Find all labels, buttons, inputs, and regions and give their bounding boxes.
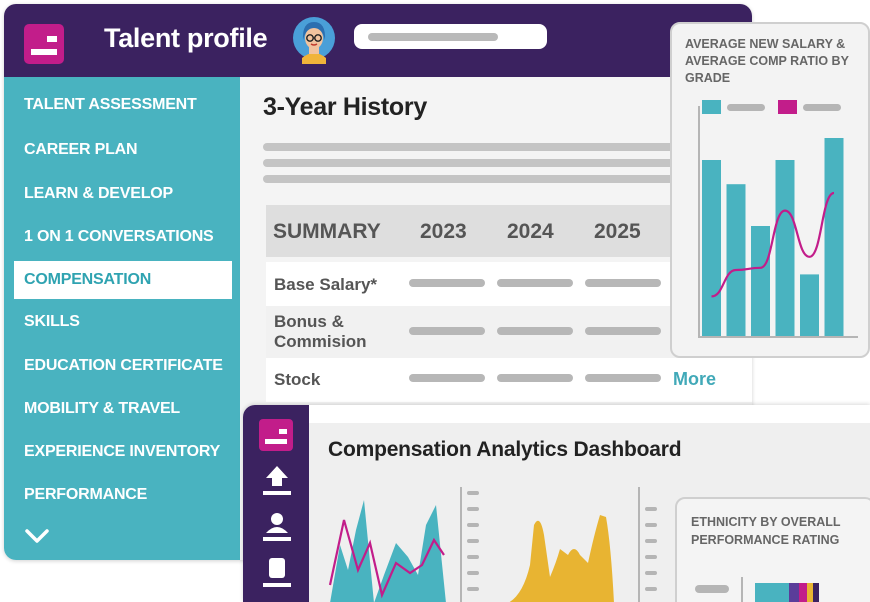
- text-placeholder-line: [263, 175, 675, 183]
- summary-header-label: SUMMARY: [273, 220, 381, 243]
- year-column-header: 2025: [594, 220, 641, 243]
- bar-4: [775, 160, 795, 336]
- sidebar-nav: [4, 77, 240, 560]
- value-placeholder: [585, 327, 661, 335]
- table-row: Stock: [266, 358, 752, 402]
- value-placeholder: [497, 327, 573, 335]
- x-axis-line: [698, 336, 858, 338]
- teal-area-chart: [328, 500, 446, 602]
- ethnicity-stacked-bar: [695, 577, 819, 602]
- chevron-down-icon[interactable]: [24, 527, 50, 545]
- analytics-dashboard-window: Compensation Analytics Dashboard ETHNICI…: [243, 405, 870, 602]
- search-placeholder-bar: [368, 33, 498, 41]
- ethnicity-panel: ETHNICITY BY OVERALL PERFORMANCE RATING: [675, 497, 870, 602]
- grade-chart: [698, 100, 858, 338]
- sidebar-item-1-on-1-conversations[interactable]: 1 ON 1 CONVERSATIONS: [24, 228, 214, 245]
- user-avatar-icon[interactable]: [292, 12, 336, 64]
- bar-1: [702, 160, 721, 336]
- sidebar-item-talent-assessment[interactable]: TALENT ASSESSMENT: [24, 96, 197, 113]
- sidebar-item-mobility-travel[interactable]: MOBILITY & TRAVEL: [24, 400, 181, 417]
- sidebar-item-skills[interactable]: SKILLS: [24, 313, 80, 330]
- sidebar-item-performance[interactable]: PERFORMANCE: [24, 486, 148, 503]
- dashboard-logo-icon[interactable]: [259, 419, 293, 451]
- text-placeholder-line: [263, 159, 675, 167]
- bar-5: [800, 274, 819, 336]
- row-label: Bonus & Commision: [274, 312, 367, 351]
- bar-6: [824, 138, 844, 336]
- scale-ticks: [460, 487, 479, 602]
- sidebar-item-experience-inventory[interactable]: EXPERIENCE INVENTORY: [24, 443, 221, 460]
- value-placeholder: [585, 374, 661, 382]
- y-axis-line: [698, 106, 700, 336]
- legend-swatch-line: [778, 100, 797, 114]
- value-placeholder: [409, 279, 485, 287]
- dashboard-area-charts: [328, 487, 657, 602]
- page-title: Talent profile: [104, 23, 268, 53]
- year-column-header: 2024: [507, 220, 554, 243]
- sidebar-item-compensation[interactable]: COMPENSATION: [14, 261, 232, 299]
- search-input[interactable]: [354, 24, 547, 49]
- bar-2: [726, 184, 746, 336]
- chart-title: AVERAGE NEW SALARY & AVERAGE COMP RATIO …: [685, 37, 849, 85]
- grade-chart-panel: AVERAGE NEW SALARY & AVERAGE COMP RATIO …: [670, 22, 870, 358]
- bar-3: [751, 226, 770, 336]
- history-title: 3-Year History: [263, 93, 427, 121]
- document-icon[interactable]: [260, 555, 294, 589]
- app-logo-icon[interactable]: [24, 24, 64, 64]
- value-placeholder: [409, 374, 485, 382]
- row-label: Base Salary*: [274, 275, 378, 294]
- more-link[interactable]: More: [673, 369, 717, 389]
- panel-title: ETHNICITY BY OVERALL PERFORMANCE RATING: [691, 515, 841, 547]
- value-placeholder: [585, 279, 661, 287]
- text-placeholder-line: [263, 143, 675, 151]
- legend-label-placeholder: [727, 104, 765, 111]
- scale-ticks: [638, 487, 657, 602]
- dashboard-nav: [243, 405, 309, 602]
- gold-area-chart: [509, 515, 614, 602]
- person-icon[interactable]: [260, 509, 294, 543]
- sidebar-item-career-plan[interactable]: CAREER PLAN: [24, 141, 138, 158]
- sidebar-item-learn-develop[interactable]: LEARN & DEVELOP: [24, 185, 174, 202]
- comp-ratio-line: [711, 191, 835, 298]
- row-label: Stock: [274, 370, 321, 389]
- value-placeholder: [497, 279, 573, 287]
- legend-label-placeholder: [803, 104, 841, 111]
- legend-swatch-bars: [702, 100, 721, 114]
- home-icon[interactable]: [260, 463, 294, 497]
- value-placeholder: [409, 327, 485, 335]
- sidebar-item-education-certificate[interactable]: EDUCATION CERTIFICATE: [24, 357, 223, 374]
- value-placeholder: [497, 374, 573, 382]
- dashboard-title: Compensation Analytics Dashboard: [328, 438, 682, 461]
- year-column-header: 2023: [420, 220, 467, 243]
